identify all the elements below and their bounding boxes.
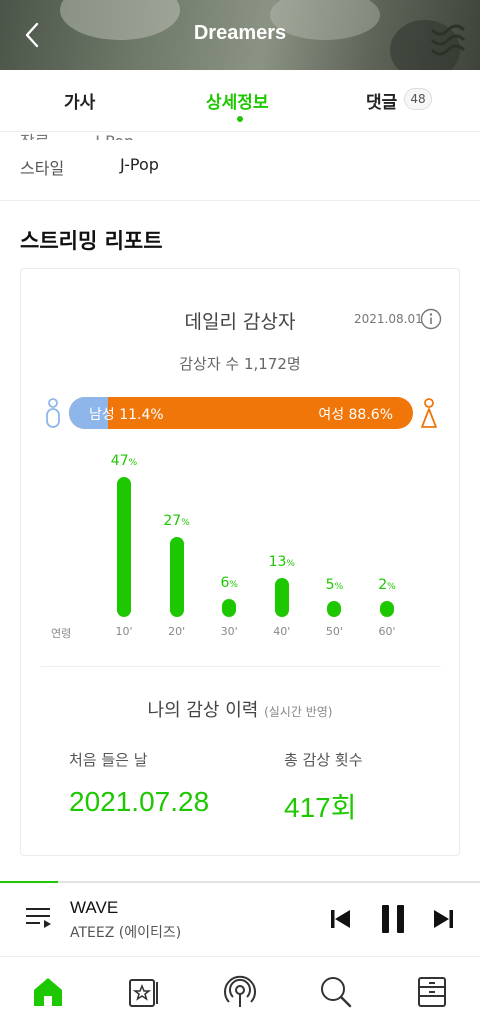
age-axis-label: 연령 bbox=[51, 627, 72, 640]
track-title[interactable]: WAVE bbox=[70, 898, 119, 917]
history-title-text: 나의 감상 이력 bbox=[147, 700, 259, 721]
total-plays-label: 총 감상 횟수 bbox=[284, 751, 363, 769]
male-icon bbox=[46, 398, 60, 428]
previous-track-icon[interactable] bbox=[328, 907, 352, 931]
gender-ratio-bar: 남성 11.4% 여성 88.6% bbox=[69, 397, 413, 429]
listening-history-title: 나의 감상 이력 (실시간 반영) bbox=[21, 696, 459, 722]
age-bar-category: 10' bbox=[115, 625, 133, 638]
comment-count-badge: 48 bbox=[404, 88, 432, 110]
first-listen-label: 처음 들은 날 bbox=[69, 751, 148, 769]
age-bar-category: 30' bbox=[220, 625, 238, 638]
app-header: Dreamers bbox=[0, 0, 480, 70]
age-bar-30: 6% 30' bbox=[209, 444, 249, 644]
age-bar-category: 20' bbox=[168, 625, 186, 638]
tab-bar: 가사 상세정보 댓글 48 bbox=[0, 70, 480, 132]
age-bar-60: 2% 60' bbox=[367, 444, 407, 644]
age-bar-fill bbox=[274, 578, 289, 617]
track-artist[interactable]: ATEEZ (에이티즈) bbox=[70, 925, 182, 941]
age-bar-20: 27% 20' bbox=[157, 444, 197, 644]
search-icon[interactable] bbox=[318, 974, 354, 1010]
age-bar-category: 40' bbox=[273, 625, 291, 638]
male-ratio-label: 남성 11.4% bbox=[89, 407, 164, 423]
playback-progress-fill bbox=[0, 881, 58, 883]
age-bar-percent-unit: % bbox=[229, 580, 238, 591]
age-bar-fill bbox=[117, 477, 131, 617]
report-date: 2021.08.01 bbox=[354, 312, 423, 326]
first-listen-date: 2021.07.28 bbox=[69, 786, 210, 817]
tab-comments[interactable]: 댓글 bbox=[366, 93, 398, 113]
daily-listeners-title: 데일리 감상자 bbox=[184, 311, 296, 333]
home-icon[interactable] bbox=[30, 974, 66, 1010]
cut-off-info-row: 장르 J-Pop bbox=[20, 132, 220, 140]
total-plays-count: 417회 bbox=[284, 792, 357, 823]
next-track-icon[interactable] bbox=[432, 907, 456, 931]
listener-count: 감상자 수 1,172명 bbox=[179, 355, 301, 373]
age-bar-40: 13% 40' bbox=[262, 444, 302, 644]
wave-decoration-icon bbox=[430, 24, 466, 56]
age-bar-percent-unit: % bbox=[128, 458, 138, 468]
style-value: J-Pop bbox=[120, 155, 159, 174]
mini-player: WAVE ATEEZ (에이티즈) bbox=[0, 883, 480, 957]
style-label: 스타일 bbox=[20, 159, 65, 178]
info-icon[interactable] bbox=[420, 308, 442, 330]
age-bar-fill bbox=[327, 601, 342, 617]
age-bar-percent-unit: % bbox=[181, 517, 190, 528]
card-divider bbox=[41, 666, 441, 667]
active-tab-indicator bbox=[237, 116, 243, 122]
age-bar-10: 47% 10' bbox=[104, 444, 144, 644]
section-title: 스트리밍 리포트 bbox=[20, 229, 163, 253]
age-bar-percent: 5% bbox=[325, 577, 344, 593]
age-bar-percent-unit: % bbox=[334, 582, 344, 592]
age-bar-50: 5% 50' bbox=[314, 444, 354, 644]
streaming-report-card: 데일리 감상자 2021.08.01 감상자 수 1,172명 남성 11.4%… bbox=[20, 268, 460, 856]
playlist-star-icon[interactable] bbox=[126, 974, 162, 1010]
age-bar-percent-unit: % bbox=[286, 559, 295, 570]
age-bar-percent: 27% bbox=[163, 512, 190, 529]
age-bar-category: 50' bbox=[325, 625, 343, 638]
female-icon bbox=[421, 398, 437, 428]
storage-icon[interactable] bbox=[414, 974, 450, 1010]
realtime-note: (실시간 반영) bbox=[264, 705, 333, 719]
age-bar-percent: 47% bbox=[110, 453, 138, 469]
bottom-navigation bbox=[0, 958, 480, 1028]
album-art-background-2 bbox=[270, 0, 380, 40]
podcast-icon[interactable] bbox=[222, 974, 258, 1010]
male-ratio-fill bbox=[69, 397, 109, 429]
age-bar-percent-unit: % bbox=[387, 582, 396, 592]
age-bar-fill bbox=[222, 599, 237, 617]
age-bar-percent: 13% bbox=[268, 554, 295, 571]
age-bar-fill bbox=[380, 601, 394, 617]
age-bar-percent: 2% bbox=[378, 577, 396, 593]
pause-icon[interactable] bbox=[380, 904, 406, 934]
divider bbox=[0, 200, 480, 201]
back-arrow-icon[interactable] bbox=[18, 20, 48, 50]
age-bar-category: 60' bbox=[378, 625, 396, 638]
tab-lyrics[interactable]: 가사 bbox=[64, 93, 96, 113]
playback-progress[interactable] bbox=[0, 881, 480, 883]
page-title: Dreamers bbox=[193, 22, 287, 44]
age-bar-percent: 6% bbox=[220, 575, 238, 592]
age-bar-fill bbox=[169, 536, 184, 617]
female-ratio-label: 여성 88.6% bbox=[318, 407, 393, 423]
age-distribution-chart: 연령 47% 10' 27% 20' 6% 30' 13% 40' 5% 50' 2% 60' bbox=[21, 444, 461, 644]
playlist-icon[interactable] bbox=[24, 905, 52, 931]
tab-details[interactable]: 상세정보 bbox=[206, 93, 269, 113]
